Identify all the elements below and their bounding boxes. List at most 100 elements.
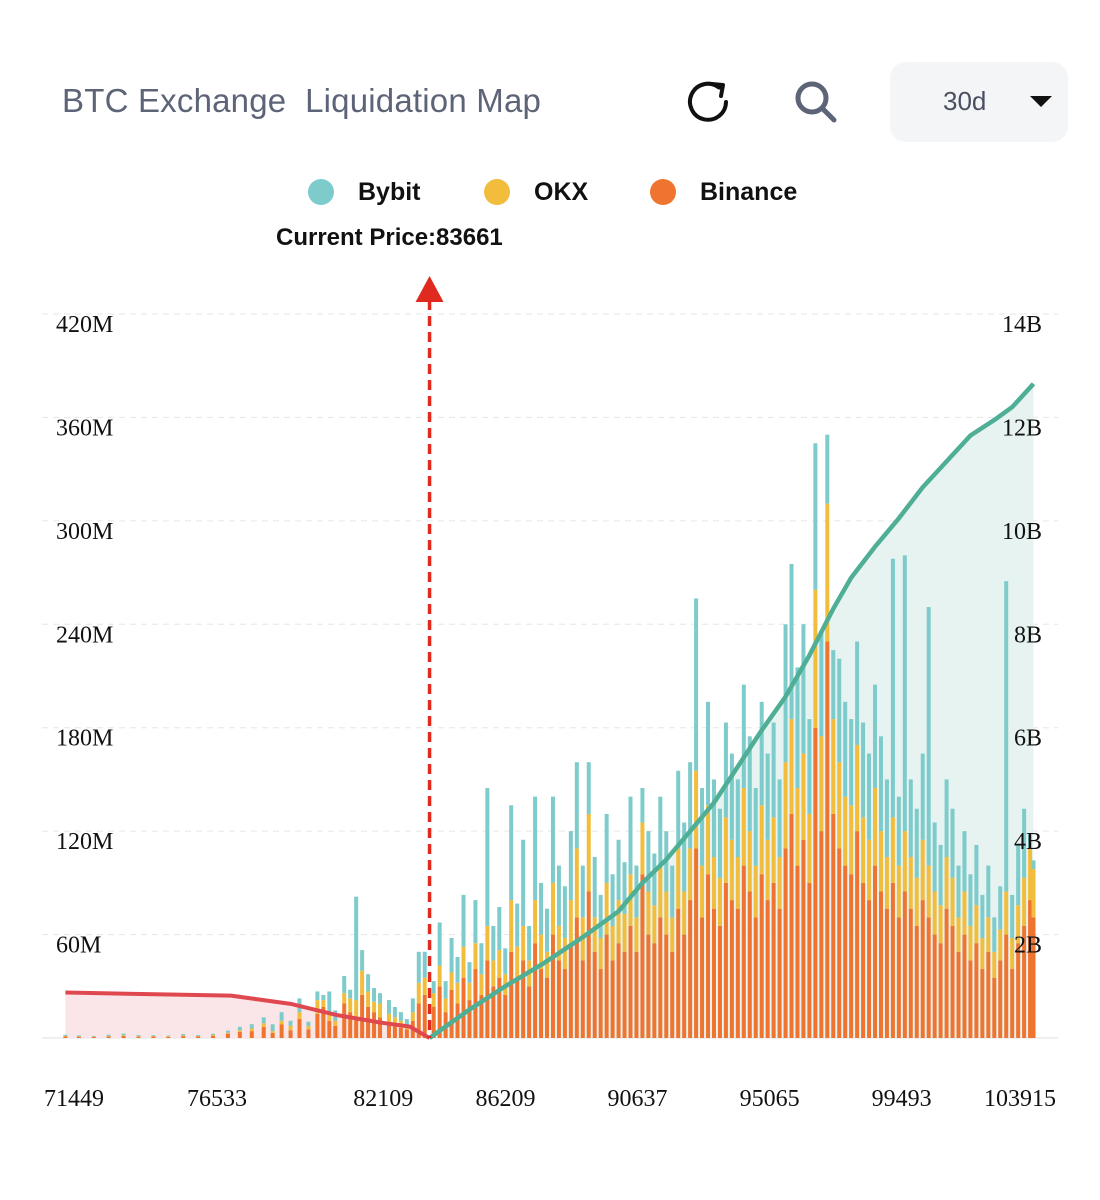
bar-binance-128 xyxy=(968,960,973,1038)
bar-okx-40 xyxy=(443,998,448,1013)
bar-okx-28 xyxy=(366,991,371,1007)
bar-okx-46 xyxy=(479,974,484,995)
left-axis-tick-6: 60M xyxy=(56,933,101,959)
bar-okx-119 xyxy=(914,877,919,926)
search-button[interactable] xyxy=(786,70,846,134)
bar-bybit-76 xyxy=(658,796,663,866)
bar-okx-51 xyxy=(509,900,514,952)
bar-okx-37 xyxy=(422,977,427,995)
bar-bybit-139 xyxy=(1031,860,1036,870)
bar-okx-122 xyxy=(932,891,937,935)
bar-okx-90 xyxy=(741,788,746,866)
bar-okx-19 xyxy=(306,1025,311,1030)
bar-okx-47 xyxy=(485,925,490,961)
bar-bybit-117 xyxy=(902,555,907,832)
bar-bybit-17 xyxy=(288,1020,293,1026)
bar-binance-26 xyxy=(354,1017,359,1038)
bar-bybit-135 xyxy=(1010,894,1015,939)
bar-okx-114 xyxy=(884,857,889,909)
bar-bybit-128 xyxy=(968,874,973,926)
bar-okx-31 xyxy=(386,1013,391,1023)
bar-okx-103 xyxy=(819,736,824,832)
bar-bybit-60 xyxy=(562,886,567,939)
bar-binance-69 xyxy=(616,943,621,1038)
bar-bybit-91 xyxy=(747,736,752,832)
short-cumulative-line xyxy=(65,990,431,1040)
bar-bybit-102 xyxy=(813,443,818,590)
bar-okx-130 xyxy=(980,938,985,970)
bar-bybit-115 xyxy=(890,558,895,818)
bar-bybit-4 xyxy=(121,1033,126,1036)
bar-binance-48 xyxy=(491,986,496,1038)
bar-binance-132 xyxy=(992,977,997,1038)
bar-binance-136 xyxy=(1016,943,1021,1038)
bar-bybit-35 xyxy=(410,998,415,1013)
bar-bybit-50 xyxy=(503,948,508,975)
refresh-button[interactable] xyxy=(678,70,738,134)
bar-binance-107 xyxy=(843,865,848,1038)
bar-okx-123 xyxy=(938,905,943,944)
bar-bybit-120 xyxy=(920,753,925,840)
bar-bybit-15 xyxy=(270,1024,275,1032)
x-axis-tick-0: 71449 xyxy=(44,1086,104,1112)
right-axis-tick-5: 4B xyxy=(1014,829,1042,855)
bar-binance-18 xyxy=(297,1019,302,1038)
legend-item-bybit[interactable]: Bybit xyxy=(308,172,421,212)
bar-okx-25 xyxy=(348,998,353,1013)
bar-binance-65 xyxy=(592,951,597,1038)
bar-bybit-56 xyxy=(539,882,544,935)
bar-binance-82 xyxy=(694,848,699,1038)
bar-bybit-123 xyxy=(938,844,943,906)
bar-bybit-34 xyxy=(404,1019,409,1026)
bar-okx-20 xyxy=(315,1000,320,1014)
bar-okx-64 xyxy=(586,813,591,892)
bar-binance-9 xyxy=(196,1036,201,1038)
bar-okx-72 xyxy=(634,917,639,952)
bar-bybit-2 xyxy=(91,1035,96,1037)
bar-binance-67 xyxy=(604,934,609,1038)
bar-okx-36 xyxy=(416,982,421,1004)
x-axis-tick-3: 86209 xyxy=(476,1086,536,1112)
period-select[interactable]: 30d xyxy=(890,62,1068,142)
bar-binance-5 xyxy=(136,1036,141,1038)
right-axis-tick-1: 12B xyxy=(1002,415,1042,441)
bar-okx-111 xyxy=(867,839,872,901)
bar-okx-88 xyxy=(729,839,734,901)
legend-item-binance[interactable]: Binance xyxy=(650,172,797,212)
bar-bybit-74 xyxy=(646,831,651,892)
bar-bybit-67 xyxy=(604,813,609,883)
bar-okx-126 xyxy=(956,917,961,952)
bar-binance-59 xyxy=(556,960,561,1038)
bar-bybit-132 xyxy=(992,917,997,952)
bar-bybit-125 xyxy=(950,808,955,878)
bar-okx-66 xyxy=(598,938,603,970)
bar-bybit-20 xyxy=(315,991,320,1001)
bar-okx-68 xyxy=(610,925,615,961)
bar-binance-20 xyxy=(315,1013,320,1038)
bar-binance-115 xyxy=(890,882,895,1038)
bar-okx-86 xyxy=(717,877,722,926)
period-select-value: 30d xyxy=(943,86,987,116)
right-axis-tick-3: 8B xyxy=(1014,622,1042,648)
bar-okx-78 xyxy=(670,917,675,952)
bar-binance-121 xyxy=(926,917,931,1038)
bar-binance-112 xyxy=(873,865,878,1038)
bar-okx-75 xyxy=(652,905,657,944)
bar-binance-36 xyxy=(416,1003,421,1038)
bar-binance-133 xyxy=(998,960,1003,1038)
legend-item-okx[interactable]: OKX xyxy=(484,172,588,212)
bar-okx-44 xyxy=(467,982,472,1001)
bar-binance-100 xyxy=(801,839,806,1038)
bar-okx-62 xyxy=(574,848,579,918)
bar-bybit-101 xyxy=(807,719,812,814)
bar-bybit-41 xyxy=(449,938,454,973)
bar-okx-4 xyxy=(121,1035,126,1036)
bar-bybit-57 xyxy=(545,908,549,952)
bar-bybit-103 xyxy=(819,632,824,737)
bar-bybit-126 xyxy=(956,865,961,918)
bar-okx-7 xyxy=(166,1036,171,1037)
bar-okx-43 xyxy=(461,946,466,978)
bar-okx-67 xyxy=(604,882,609,935)
bar-okx-99 xyxy=(795,788,800,866)
bar-binance-109 xyxy=(855,831,860,1038)
